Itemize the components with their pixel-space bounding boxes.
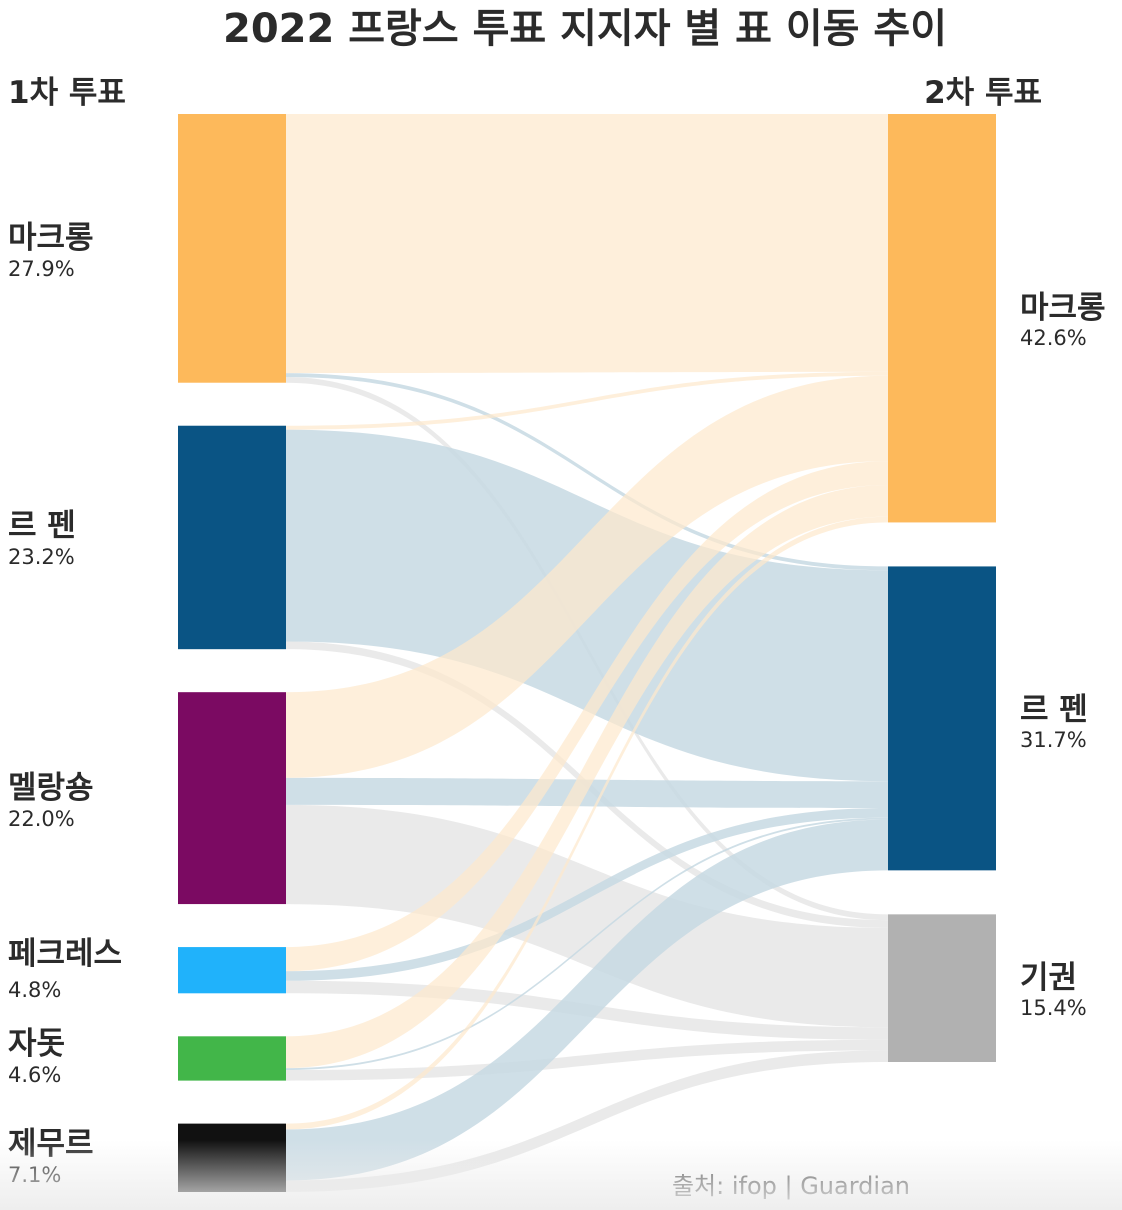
- target-pct-abstain: 15.4%: [1020, 996, 1087, 1020]
- flow-jadot-to-macron: [286, 485, 888, 1069]
- flow-pecresse-to-lepen: [286, 808, 888, 981]
- target-node-lepen: [888, 566, 996, 871]
- flow-jadot-to-abstain: [286, 1039, 888, 1081]
- flow-jadot-to-lepen: [286, 817, 888, 1071]
- flow-macron-to-lepen: [286, 373, 888, 571]
- source-pct-macron: 27.9%: [8, 257, 75, 281]
- source-node-lepen: [178, 425, 286, 650]
- target-node-macron: [888, 114, 996, 523]
- flow-links: [286, 114, 888, 1192]
- source-node-macron: [178, 114, 286, 383]
- source-node-jadot: [178, 1036, 286, 1081]
- target-node-abstain: [888, 914, 996, 1062]
- source-pct-zemmour: 7.1%: [8, 1163, 61, 1187]
- right-header: 2차 투표: [924, 75, 1042, 111]
- source-label-zemmour: 제무르: [8, 1126, 94, 1162]
- source-node-melenchon: [178, 692, 286, 905]
- nodes: [178, 114, 996, 1192]
- target-label-lepen: 르 펜: [1020, 692, 1088, 728]
- target-pct-lepen: 31.7%: [1020, 728, 1087, 752]
- source-pct-lepen: 23.2%: [8, 545, 75, 569]
- flow-melenchon-to-macron: [286, 375, 888, 778]
- target-pct-macron: 42.6%: [1020, 326, 1087, 350]
- source-label-melenchon: 멜랑숑: [8, 770, 94, 806]
- source-pct-pecresse: 4.8%: [8, 978, 61, 1002]
- chart-title: 2022 프랑스 투표 지지자 별 표 이동 추이: [223, 6, 947, 52]
- source-label-lepen: 르 펜: [8, 508, 76, 544]
- source-node-pecresse: [178, 947, 286, 994]
- source-label-pecresse: 페크레스: [8, 936, 122, 972]
- source-node-zemmour: [178, 1123, 286, 1192]
- target-label-macron: 마크롱: [1020, 290, 1106, 326]
- target-label-abstain: 기권: [1020, 960, 1077, 996]
- flow-zemmour-to-abstain: [286, 1050, 888, 1192]
- source-label-jadot: 자돗: [8, 1026, 65, 1062]
- flow-lepen-to-macron: [286, 371, 888, 430]
- flow-melenchon-to-abstain: [286, 804, 888, 1028]
- flow-pecresse-to-macron: [286, 461, 888, 972]
- flow-zemmour-to-macron: [286, 516, 888, 1130]
- flow-macron-to-macron: [286, 114, 888, 374]
- flow-zemmour-to-lepen: [286, 819, 888, 1181]
- flow-melenchon-to-lepen: [286, 777, 888, 809]
- source-note: 출처: ifop | Guardian: [672, 1172, 910, 1200]
- left-header: 1차 투표: [8, 75, 126, 111]
- source-pct-jadot: 4.6%: [8, 1063, 61, 1087]
- source-pct-melenchon: 22.0%: [8, 807, 75, 831]
- source-label-macron: 마크롱: [8, 220, 94, 256]
